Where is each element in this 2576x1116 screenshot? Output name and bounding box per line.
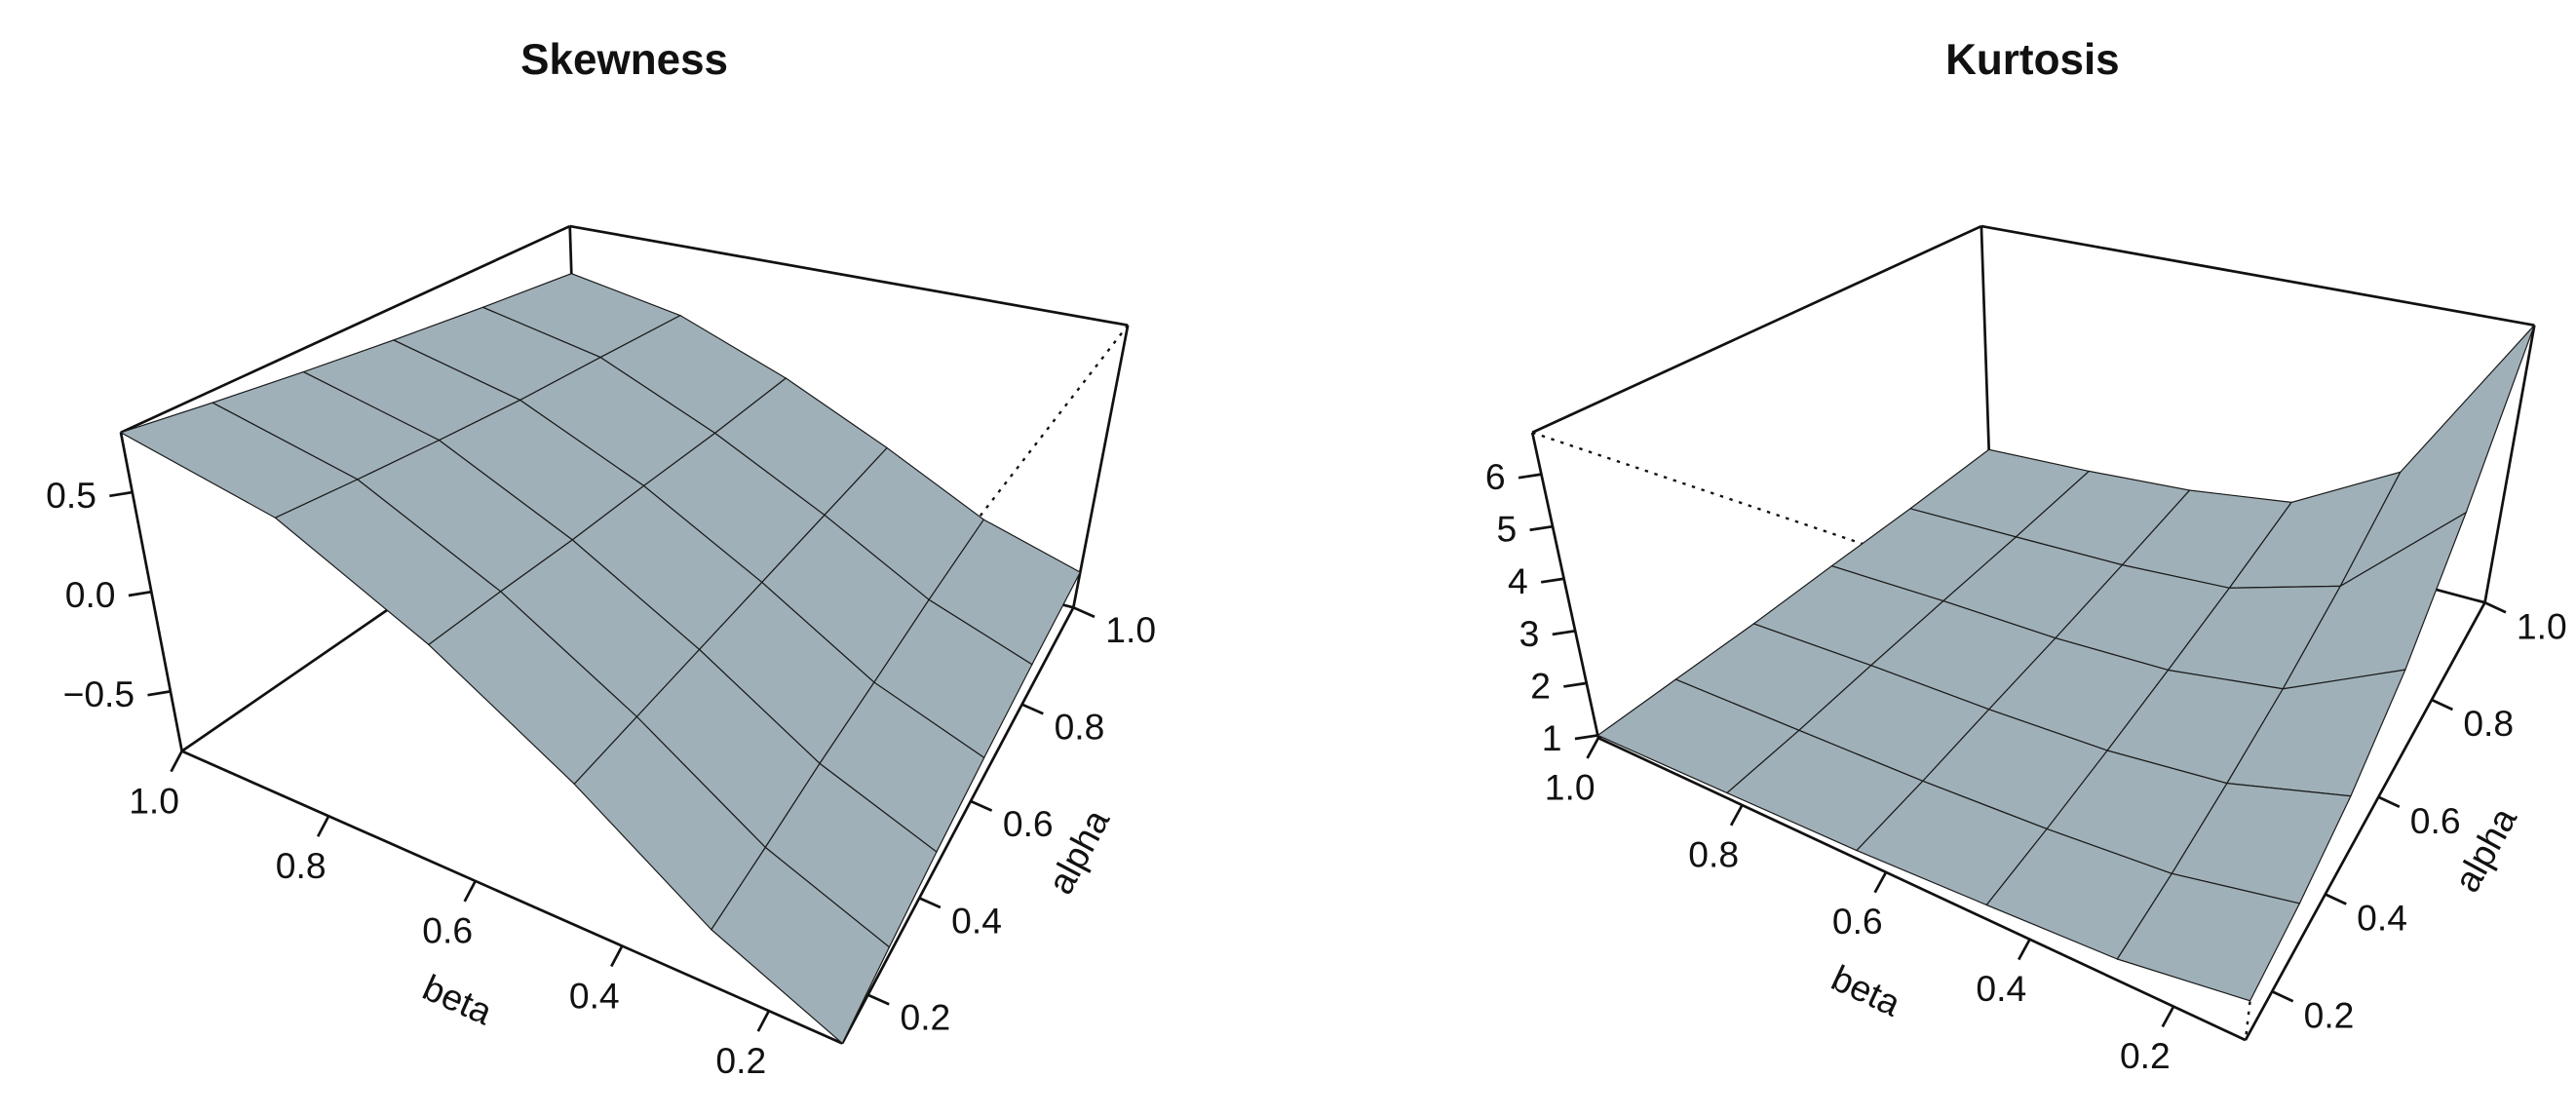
z-tick-label: 5 (1496, 509, 1517, 550)
y-tick (2271, 989, 2294, 1003)
box-edge (1530, 432, 1600, 739)
box-edge (2244, 601, 2486, 1041)
x-tick-label: 0.2 (715, 1040, 766, 1081)
z-tick-label: 0.0 (65, 574, 116, 615)
y-tick-label: 1.0 (1105, 609, 1156, 650)
z-tick (1574, 734, 1598, 741)
y-tick (866, 993, 890, 1006)
z-tick-label: 2 (1530, 665, 1551, 706)
box-edge (120, 224, 571, 435)
y-tick (2377, 795, 2401, 808)
y-tick (1072, 606, 1096, 619)
z-tick-label: 1 (1542, 717, 1562, 758)
z-tick (1552, 629, 1576, 636)
x-tick (463, 880, 477, 903)
y-tick-label: 0.6 (1003, 803, 1054, 844)
chart-title: Kurtosis (1945, 36, 2120, 84)
z-tick (147, 690, 172, 697)
y-tick (2483, 601, 2507, 614)
x-tick (316, 815, 330, 837)
x-tick (756, 1010, 771, 1032)
box-edge (1071, 325, 1130, 608)
x-tick (170, 750, 183, 773)
y-tick-label: 0.4 (2357, 898, 2407, 939)
box-edge (1980, 226, 1991, 471)
chart-title: Skewness (520, 36, 728, 84)
z-tick (128, 590, 152, 597)
z-tick (1518, 473, 1542, 480)
z-tick-label: 3 (1519, 613, 1540, 654)
y-tick-label: 0.8 (2463, 703, 2514, 744)
z-tick (1563, 681, 1587, 688)
z-tick-label: 0.5 (46, 475, 96, 516)
x-tick-label: 0.6 (1832, 901, 1883, 942)
z-tick (1529, 524, 1554, 532)
y-tick (918, 897, 942, 909)
x-tick-label: 0.2 (2120, 1035, 2171, 1076)
x-tick-label: 0.8 (1688, 833, 1739, 874)
x-tick (610, 944, 624, 968)
y-tick-label: 0.8 (1055, 707, 1105, 748)
x-tick (1729, 804, 1744, 827)
y-tick-label: 0.2 (900, 997, 950, 1038)
box-edge (1980, 224, 2535, 327)
x-tick-label: 0.4 (1976, 968, 2026, 1009)
y-tick-label: 1.0 (2517, 605, 2567, 646)
surface-facet (2116, 872, 2301, 1002)
box-edge (181, 750, 843, 1045)
x-tick-label: 1.0 (1545, 766, 1596, 807)
y-tick-label: 0.4 (951, 900, 1002, 941)
x-tick-label: 0.8 (276, 845, 327, 886)
x-tick (2018, 939, 2031, 961)
y-tick (970, 799, 993, 812)
y-tick-label: 0.6 (2410, 800, 2461, 841)
y-tick (2431, 698, 2453, 712)
x-tick-label: 0.6 (422, 910, 473, 951)
box-edge (840, 606, 1075, 1045)
y-tick (1021, 703, 1044, 715)
x-tick-label: 1.0 (129, 780, 179, 821)
box-edge (2483, 325, 2536, 603)
z-tick-label: −0.5 (63, 673, 135, 714)
box-edge (1531, 224, 1982, 435)
x-tick (1586, 737, 1600, 759)
box-edge (569, 224, 1129, 327)
z-tick-label: 4 (1508, 560, 1528, 601)
z-tick-label: 6 (1485, 456, 1506, 497)
box-edge (1597, 736, 2247, 1042)
x-tick (2161, 1005, 2175, 1028)
y-tick-label: 0.2 (2304, 994, 2355, 1035)
box-edge (865, 324, 1130, 663)
x-tick-label: 0.4 (569, 975, 620, 1016)
z-tick (109, 490, 133, 498)
surface-facet (711, 846, 891, 1045)
x-tick (1873, 871, 1888, 894)
y-tick (2325, 893, 2347, 905)
z-tick (1540, 577, 1564, 584)
